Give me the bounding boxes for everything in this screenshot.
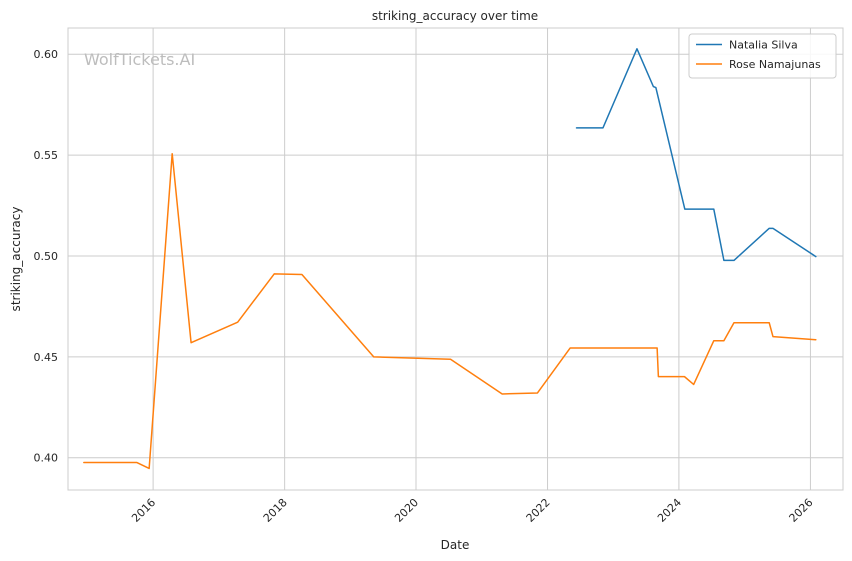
y-tick-label: 0.40 (34, 452, 59, 465)
y-axis-label: striking_accuracy (9, 207, 23, 312)
x-axis-label: Date (441, 538, 470, 552)
watermark: WolfTickets.AI (84, 50, 195, 69)
y-tick-label: 0.45 (34, 351, 59, 364)
gridlines (68, 28, 843, 490)
chart-title: striking_accuracy over time (372, 9, 538, 23)
legend: Natalia Silva Rose Namajunas (688, 33, 837, 79)
plot-area-frame (67, 27, 844, 491)
legend-label-rose-namajunas: Rose Namajunas (729, 58, 821, 71)
y-tick-label: 0.55 (34, 149, 59, 162)
series-lines (83, 48, 817, 470)
series-line-natalia-silva (575, 48, 817, 262)
legend-label-natalia-silva: Natalia Silva (729, 39, 798, 52)
y-tick-label: 0.50 (34, 250, 59, 263)
y-tick-label: 0.60 (34, 48, 59, 61)
legend-box (688, 33, 837, 79)
series-line-rose-namajunas (83, 152, 817, 470)
